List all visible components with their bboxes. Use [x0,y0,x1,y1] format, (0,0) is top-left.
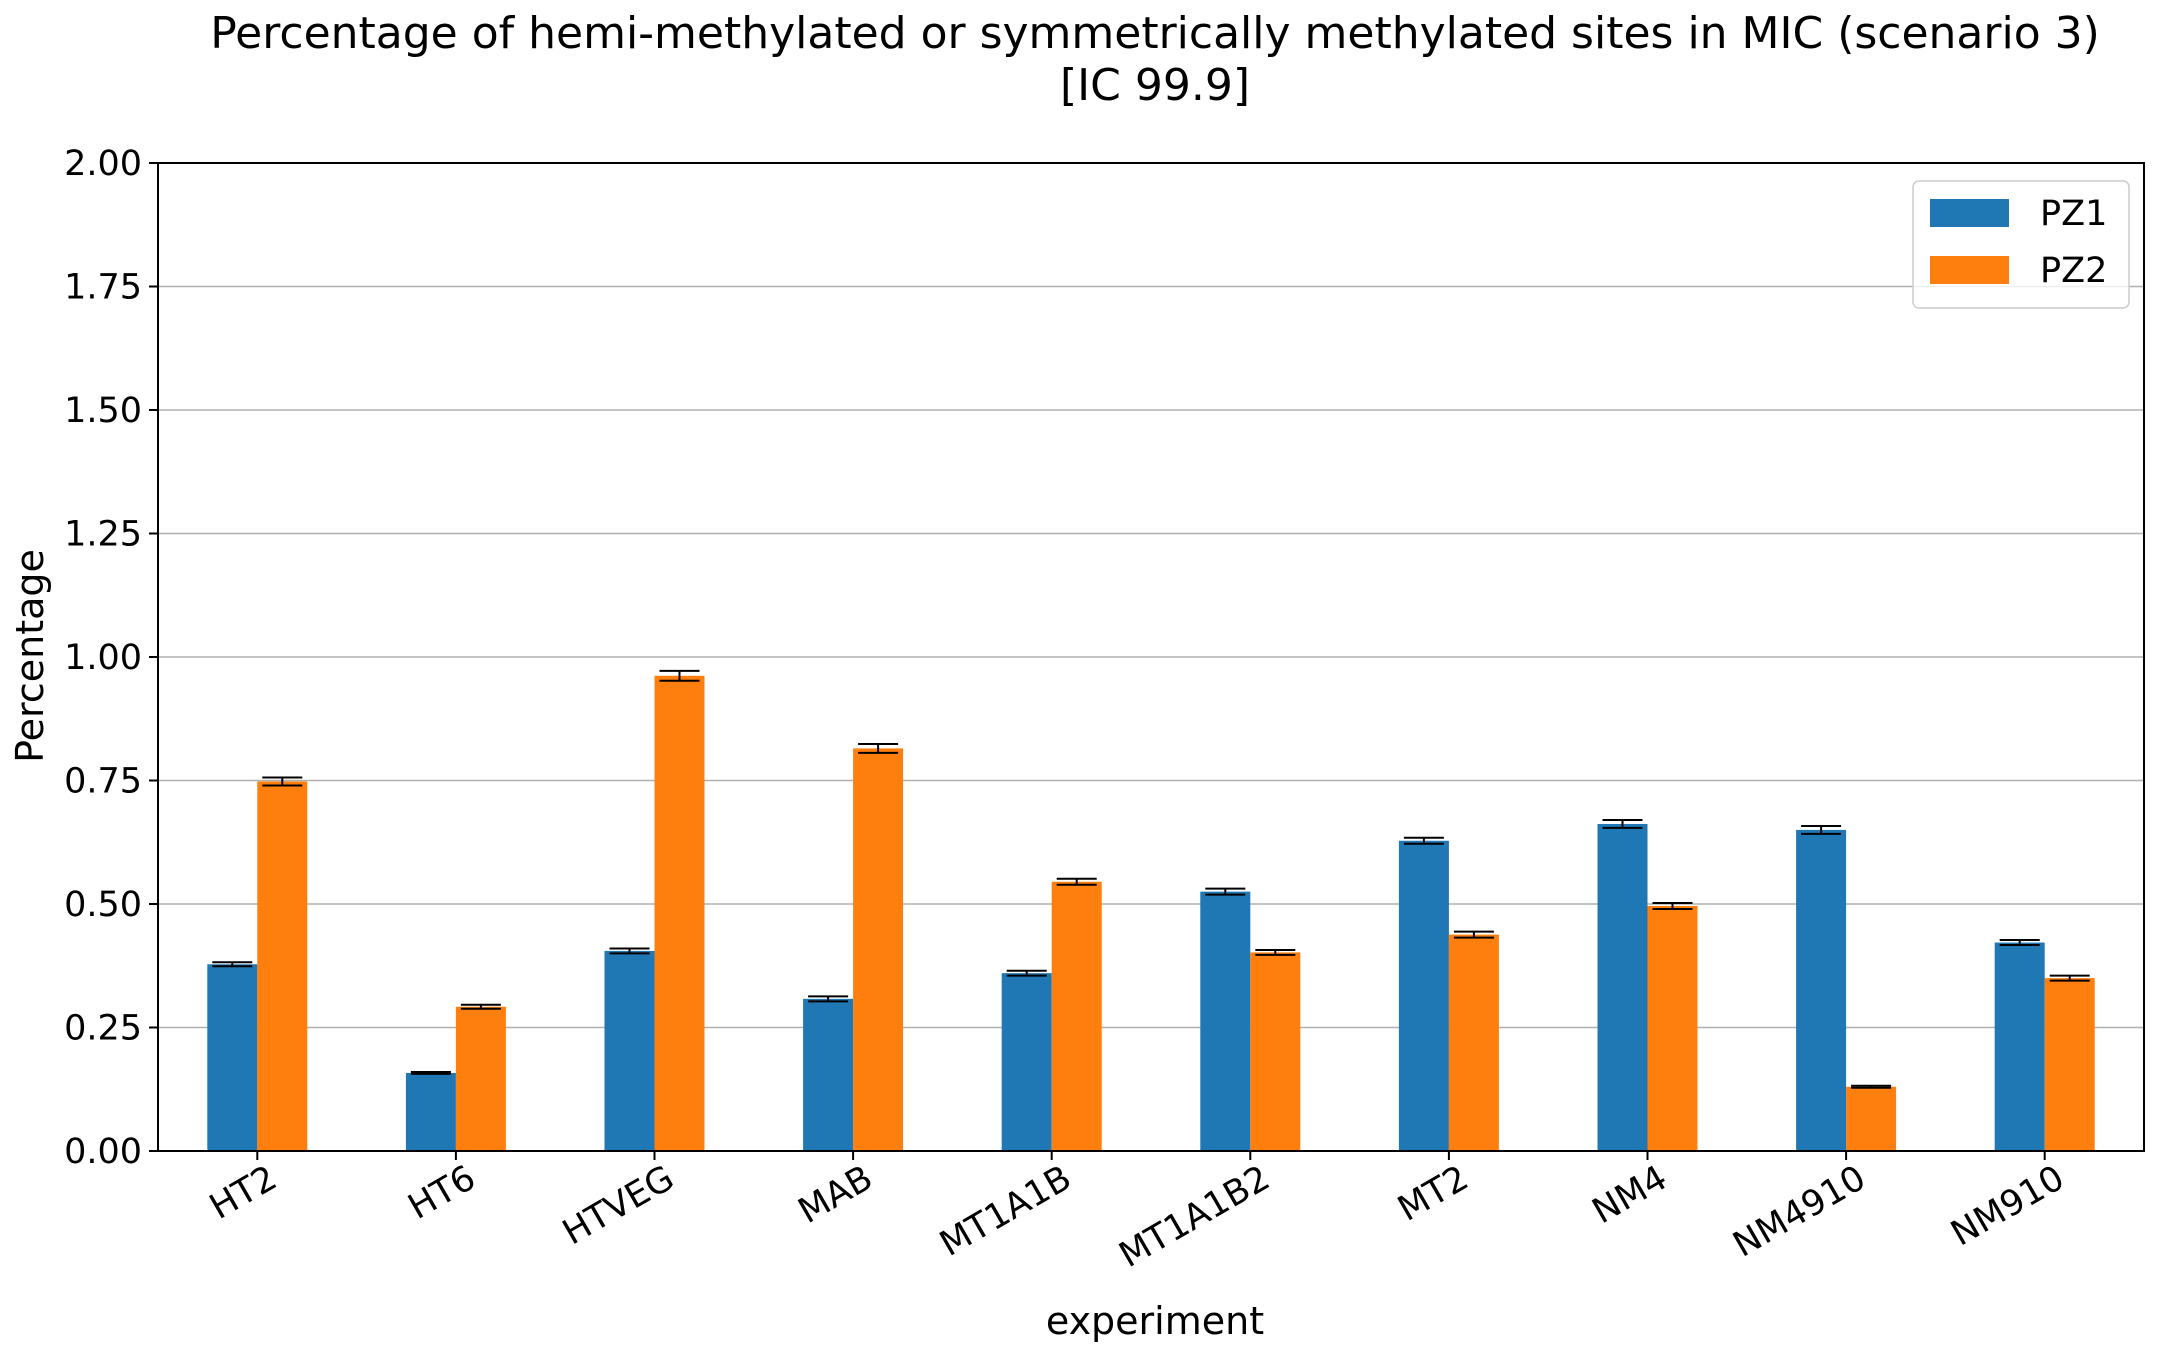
error-bar-pz1 [410,1070,451,1075]
y-tick-label: 1.00 [64,638,142,678]
x-tick-label: NM4910 [1727,1158,1873,1265]
error-bar-pz2 [1851,1084,1892,1089]
bar-pz1 [604,950,655,1151]
bar-pz2 [853,748,904,1151]
bar-pz1 [207,964,258,1151]
bar-pz2 [2044,978,2095,1151]
bar-pz1 [1597,823,1648,1151]
x-axis: HT2 HT6 HTVEG MAB MT1A1B MT1A1B2 MT2 NM4 NM4910 N… [203,1151,2071,1276]
chart-title: Percentage of hemi-methylated or symmetr… [210,8,2100,111]
bar-pz2 [654,675,705,1151]
chart-title-line-2: [IC 99.9] [1060,60,1250,111]
x-tick-label: HT2 [203,1158,284,1228]
x-tick-label: NM4 [1586,1158,1674,1232]
error-bar-pz1 [1999,939,2040,947]
y-axis: 0.00 0.25 0.50 0.75 1.00 1.25 1.50 1.75 2.00 [64,144,158,1172]
error-bar-pz2 [262,776,303,787]
y-tick-label: 0.50 [64,885,142,925]
legend-label-pz2: PZ2 [2040,251,2107,291]
error-bars [212,669,2090,1089]
y-axis-label: Percentage [8,549,52,763]
error-bar-pz2 [858,742,899,754]
bar-pz1 [1200,891,1251,1151]
bar-pz2 [455,1006,506,1151]
error-bar-pz2 [2049,974,2090,982]
x-tick-label: MT1A1B [933,1158,1078,1265]
y-tick-label: 0.75 [64,762,142,802]
error-bar-pz1 [1205,887,1246,896]
bar-pz2 [1051,881,1102,1151]
bar-pz1 [405,1072,456,1151]
y-tick-label: 0.00 [64,1132,142,1172]
y-tick-label: 1.25 [64,515,142,555]
error-bar-pz2 [460,1003,501,1010]
error-bar-pz1 [1403,836,1444,845]
x-tick-label: MAB [792,1158,880,1232]
legend-label-pz1: PZ1 [2040,194,2107,234]
error-bar-pz2 [1056,877,1097,886]
error-bar-pz2 [1255,948,1296,956]
legend-swatch-pz1 [1930,199,2009,227]
y-tick-label: 2.00 [64,144,142,184]
bar-pz1 [1001,973,1052,1151]
y-tick-label: 1.50 [64,391,142,431]
bar-pz2 [1448,934,1499,1151]
x-tick-label: NM910 [1945,1158,2072,1254]
y-tick-label: 1.75 [64,268,142,308]
bar-pz1 [1796,829,1847,1151]
error-bar-pz1 [1602,819,1643,829]
x-tick-label: HTVEG [556,1158,681,1253]
error-bar-pz1 [808,995,849,1003]
error-bar-pz1 [609,947,650,955]
legend-swatch-pz2 [1930,256,2009,284]
x-tick-label: HT6 [402,1158,483,1228]
bar-pz2 [1647,905,1698,1151]
x-tick-label: MT1A1B2 [1113,1158,1277,1276]
bar-pz2 [257,781,308,1151]
error-bar-pz1 [212,961,253,968]
error-bar-pz2 [1453,930,1494,939]
error-bar-pz2 [1652,902,1693,910]
y-tick-label: 0.25 [64,1009,142,1049]
chart-title-line-1: Percentage of hemi-methylated or symmetr… [210,8,2100,59]
bars [207,675,2095,1151]
bar-pz1 [1994,942,2045,1151]
bar-pz1 [803,998,854,1151]
error-bar-pz1 [1801,824,1842,835]
error-bar-pz1 [1006,969,1047,977]
bar-pz2 [1250,952,1301,1151]
x-axis-label: experiment [1046,1299,1264,1343]
bar-pz1 [1398,840,1449,1151]
x-tick-label: MT2 [1391,1158,1475,1230]
bar-pz2 [1846,1086,1897,1151]
error-bar-pz2 [659,669,700,682]
